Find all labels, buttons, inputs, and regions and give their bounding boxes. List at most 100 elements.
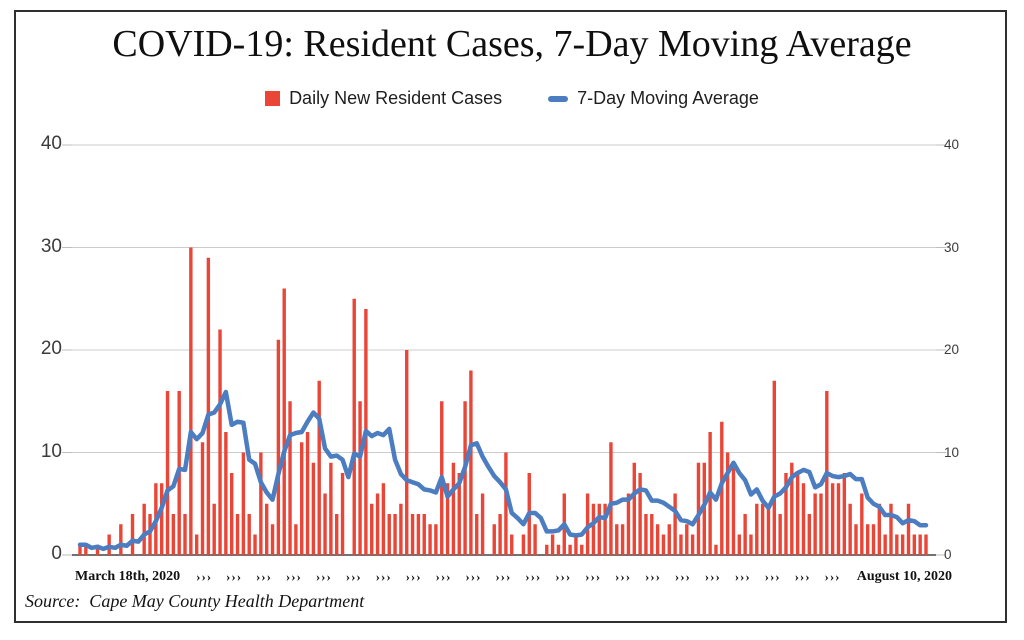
y-tick-label-left-40: 40 — [40, 133, 62, 154]
daily-cases-bar — [311, 462, 316, 555]
daily-cases-bar — [632, 462, 636, 555]
x-axis-separator-chevrons: ››› — [525, 569, 542, 584]
daily-cases-bar — [749, 534, 753, 555]
daily-cases-bar — [620, 524, 625, 555]
daily-cases-bar — [475, 514, 479, 555]
daily-cases-bar — [119, 524, 123, 555]
daily-cases-swatch-icon — [265, 91, 281, 106]
daily-cases-bar — [790, 462, 794, 555]
daily-cases-bar — [148, 514, 152, 555]
daily-cases-bar — [860, 493, 864, 555]
x-axis-separator-chevrons: ››› — [585, 569, 602, 584]
x-axis-start-label: March 18th, 2020 — [75, 569, 181, 584]
y-tick-label-left-30: 30 — [40, 235, 62, 257]
daily-cases-bar — [568, 544, 572, 555]
daily-cases-bar — [615, 524, 619, 555]
daily-cases-bar — [545, 544, 549, 555]
daily-cases-bar — [416, 514, 421, 555]
daily-cases-bar — [655, 524, 660, 555]
daily-cases-bar — [848, 503, 852, 555]
moving-average-swatch-icon — [548, 95, 569, 102]
daily-cases-bar — [650, 514, 654, 555]
daily-cases-bar — [521, 534, 526, 555]
daily-cases-bar — [247, 514, 251, 555]
daily-cases-bar — [778, 514, 782, 555]
daily-cases-bar — [661, 534, 666, 555]
daily-cases-bar — [784, 473, 788, 555]
daily-cases-bar — [78, 544, 82, 555]
daily-cases-bar — [375, 493, 380, 555]
x-axis-separator-chevrons: ››› — [435, 569, 452, 584]
daily-cases-bar — [580, 544, 584, 555]
x-axis-separator-chevrons: ››› — [764, 569, 781, 584]
x-axis-separator-chevrons: ››› — [315, 569, 332, 584]
daily-cases-bar — [819, 493, 823, 555]
daily-cases-bar — [434, 524, 438, 555]
daily-cases-bar — [807, 514, 812, 555]
x-axis-separator-chevrons: ››› — [674, 569, 691, 584]
daily-cases-bar — [690, 534, 695, 555]
daily-cases-bar — [533, 524, 537, 555]
daily-cases-bar — [463, 401, 467, 555]
daily-cases-bar — [206, 257, 211, 555]
daily-cases-bar — [609, 442, 613, 555]
daily-cases-bar — [381, 483, 386, 555]
legend-item-daily-cases: Daily New Resident Cases — [265, 88, 502, 109]
daily-cases-bar — [370, 503, 374, 555]
daily-cases-bar — [498, 514, 502, 555]
daily-cases-bar — [626, 493, 631, 555]
daily-cases-bar — [679, 534, 683, 555]
daily-cases-bar — [451, 462, 456, 555]
daily-cases-bar — [422, 514, 426, 555]
daily-cases-bar — [585, 493, 590, 555]
daily-cases-bar — [813, 493, 817, 555]
daily-cases-bar — [189, 247, 193, 555]
x-axis-separator-chevrons: ››› — [196, 569, 213, 584]
daily-cases-bar — [504, 452, 508, 555]
daily-cases-bar — [317, 380, 321, 555]
y-tick-label-left-20: 20 — [40, 338, 62, 359]
daily-cases-bar — [574, 534, 578, 555]
daily-cases-bar — [900, 534, 905, 555]
legend: Daily New Resident Cases 7-Day Moving Av… — [0, 88, 1024, 109]
x-axis-separator-chevrons: ››› — [285, 569, 302, 584]
x-axis-separator-chevrons: ››› — [734, 569, 751, 584]
daily-cases-bar — [171, 514, 176, 555]
x-axis-separator-chevrons: ››› — [615, 569, 632, 584]
daily-cases-bar — [358, 401, 362, 555]
daily-cases-bar — [469, 370, 473, 555]
daily-cases-bar — [854, 524, 858, 555]
daily-cases-bar — [755, 503, 759, 555]
daily-cases-bar — [270, 524, 275, 555]
chart-title: COVID-19: Resident Cases, 7-Day Moving A… — [112, 23, 912, 65]
x-axis-separator-chevrons: ››› — [495, 569, 512, 584]
daily-cases-bar — [405, 350, 409, 555]
daily-cases-bar — [760, 503, 765, 555]
daily-cases-bar — [673, 493, 677, 555]
daily-cases-bar — [877, 503, 882, 555]
daily-cases-bar — [842, 473, 847, 555]
daily-cases-bar — [510, 534, 514, 555]
daily-cases-bar — [801, 483, 806, 555]
daily-cases-bar — [265, 503, 269, 555]
daily-cases-bar — [480, 493, 485, 555]
daily-cases-bar — [200, 442, 205, 555]
daily-cases-bar — [428, 524, 432, 555]
daily-cases-bar — [218, 329, 222, 555]
daily-cases-bar — [871, 524, 876, 555]
daily-cases-bar — [335, 514, 339, 555]
daily-cases-bar — [597, 503, 601, 555]
daily-cases-bar — [906, 503, 911, 555]
x-axis-end-label: August 10, 2020 — [856, 569, 952, 584]
x-axis-separator-chevrons: ››› — [405, 569, 422, 584]
x-axis-separator-chevrons: ››› — [555, 569, 572, 584]
x-axis-separator-chevrons: ››› — [375, 569, 392, 584]
daily-cases-bar — [696, 462, 701, 555]
y-tick-label-right-10: 10 — [944, 444, 960, 460]
daily-cases-bar — [253, 534, 257, 555]
daily-cases-bar — [591, 503, 596, 555]
daily-cases-bar — [241, 452, 246, 555]
legend-label-moving-average: 7-Day Moving Average — [577, 88, 759, 108]
